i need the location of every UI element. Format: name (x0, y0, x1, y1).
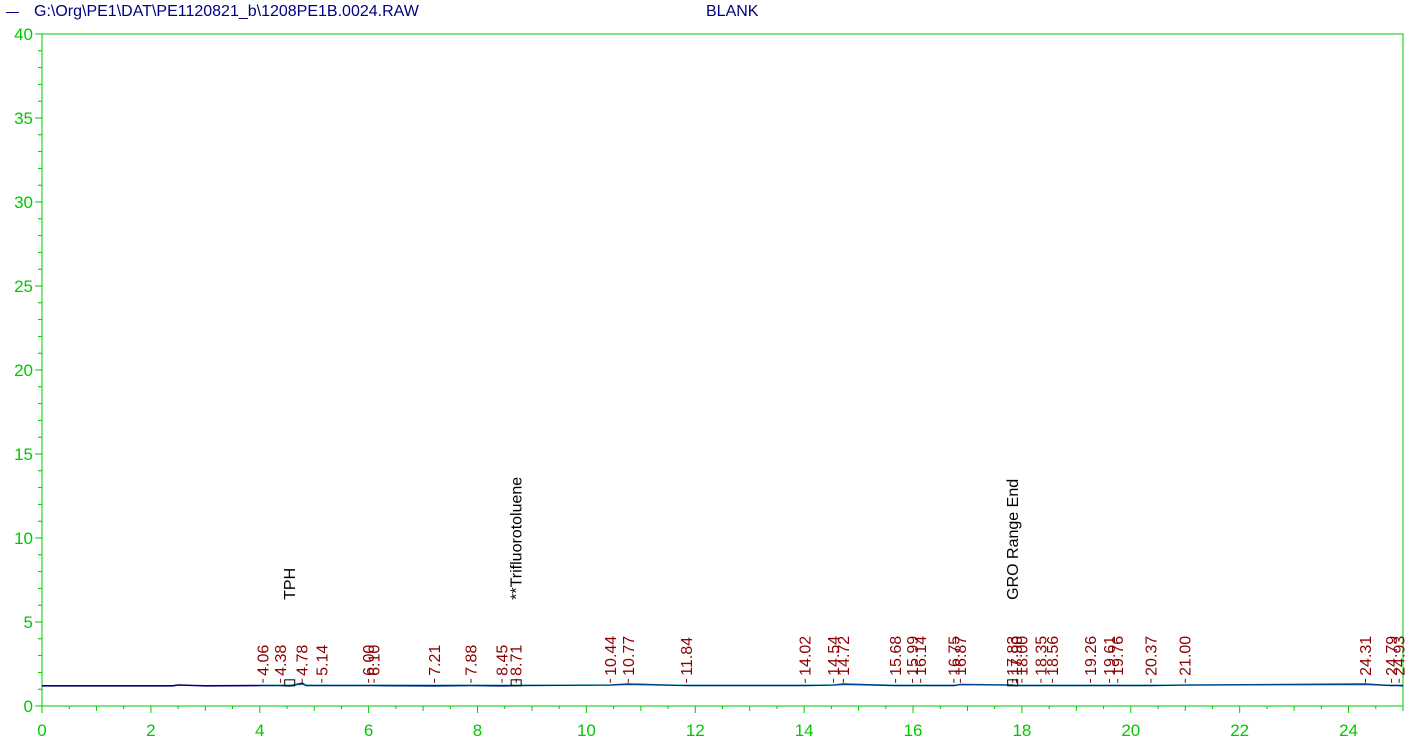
x-tick-label: 18 (1012, 721, 1031, 740)
x-tick-label: 20 (1121, 721, 1140, 740)
peak-rt-label: 10.77 (621, 636, 638, 676)
peak-rt-label: 7.88 (463, 645, 480, 676)
compound-label: **Trifluorotoluene (509, 477, 526, 600)
peak-rt-label: 19.26 (1083, 636, 1100, 676)
peak-rt-label: 14.72 (836, 636, 853, 676)
peak-rt-label: 17.90 (1009, 636, 1026, 676)
peak-rt-label: 4.78 (295, 645, 312, 676)
peak-rt-label: 15.99 (905, 636, 922, 676)
peak-rt-label: 19.61 (1102, 636, 1119, 676)
y-tick-label: 30 (14, 193, 33, 212)
peak-rt-label: 16.75 (946, 636, 963, 676)
peak-rt-label: 8.71 (509, 645, 526, 676)
peak-rt-label: 21.00 (1178, 636, 1195, 676)
x-tick-label: 6 (364, 721, 373, 740)
y-tick-label: 0 (24, 697, 33, 716)
peak-rt-label: 24.31 (1358, 636, 1375, 676)
peak-rt-label: 7.21 (427, 645, 444, 676)
y-tick-label: 35 (14, 109, 33, 128)
raw-file-path: G:\Org\PE1\DAT\PE1120821_b\1208PE1B.0024… (34, 3, 419, 20)
peak-rt-label: 10.44 (603, 636, 620, 676)
peak-rt-label: 24.93 (1392, 636, 1409, 676)
plot-frame (41, 33, 1404, 707)
x-tick-label: 4 (255, 721, 264, 740)
x-tick-label: 22 (1230, 721, 1249, 740)
compound-window-marker (284, 679, 296, 687)
compound-window-marker (1007, 679, 1019, 687)
x-tick-label: 8 (473, 721, 482, 740)
x-tick-label: 10 (577, 721, 596, 740)
compound-label: GRO Range End (1005, 479, 1022, 600)
x-tick-label: 16 (904, 721, 923, 740)
y-tick-label: 20 (14, 361, 33, 380)
peak-rt-label: 4.06 (256, 645, 273, 676)
compound-window-marker (510, 679, 522, 687)
sample-name: BLANK (706, 3, 759, 20)
peak-rt-label: 16.14 (913, 636, 930, 676)
compound-label: TPH (282, 568, 299, 600)
x-tick-label: 24 (1339, 721, 1358, 740)
peak-rt-label: 6.00 (361, 645, 378, 676)
peak-rt-label: 18.00 (1014, 636, 1031, 676)
peak-rt-label: 14.02 (798, 636, 815, 676)
y-tick-label: 25 (14, 277, 33, 296)
peak-rt-label: 14.54 (826, 636, 843, 676)
peak-rt-label: 20.37 (1143, 636, 1160, 676)
peak-rt-label: 8.45 (495, 645, 512, 676)
peak-rt-label: 24.79 (1384, 636, 1401, 676)
peak-rt-label: 18.35 (1033, 636, 1050, 676)
peak-rt-label: 19.76 (1110, 636, 1127, 676)
chromatogram-header: G:\Org\PE1\DAT\PE1120821_b\1208PE1B.0024… (0, 0, 1409, 30)
peak-rt-label: 17.83 (1005, 636, 1022, 676)
y-tick-label: 5 (24, 613, 33, 632)
peak-rt-label: 6.10 (367, 645, 384, 676)
y-tick-label: 15 (14, 445, 33, 464)
x-tick-label: 0 (37, 721, 46, 740)
peak-rt-label: 16.87 (953, 636, 970, 676)
y-tick-label: 40 (14, 25, 33, 44)
peak-rt-label: 4.38 (273, 645, 290, 676)
x-tick-label: 14 (795, 721, 814, 740)
peak-rt-label: 18.56 (1045, 636, 1062, 676)
peak-rt-label: 15.68 (888, 636, 905, 676)
peak-rt-label: 11.84 (679, 637, 696, 676)
x-tick-label: 12 (686, 721, 705, 740)
peak-rt-label: 5.14 (314, 645, 331, 676)
trace-legend-line (6, 12, 19, 13)
x-tick-label: 2 (146, 721, 155, 740)
y-tick-label: 10 (14, 529, 33, 548)
